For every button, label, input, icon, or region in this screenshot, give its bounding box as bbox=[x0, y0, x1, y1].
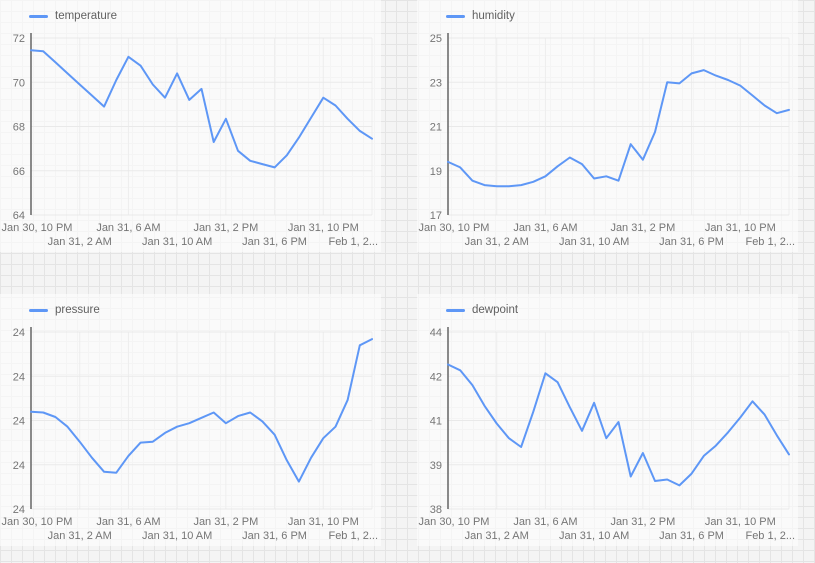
svg-text:Jan 31, 2 PM: Jan 31, 2 PM bbox=[610, 222, 675, 234]
svg-text:24: 24 bbox=[13, 504, 25, 516]
svg-text:Jan 31, 6 PM: Jan 31, 6 PM bbox=[659, 530, 724, 542]
svg-text:42: 42 bbox=[430, 371, 442, 383]
svg-text:Jan 31, 6 AM: Jan 31, 6 AM bbox=[96, 222, 160, 234]
temperature-legend-label: temperature bbox=[55, 10, 118, 22]
svg-text:64: 64 bbox=[13, 210, 25, 222]
temperature-legend-swatch-icon bbox=[29, 14, 48, 18]
dewpoint-legend-swatch-icon bbox=[446, 308, 465, 312]
svg-text:Jan 31, 10 AM: Jan 31, 10 AM bbox=[142, 530, 212, 542]
svg-text:24: 24 bbox=[13, 371, 25, 383]
svg-text:Jan 31, 10 PM: Jan 31, 10 PM bbox=[705, 516, 776, 528]
humidity-legend[interactable]: humidity bbox=[446, 10, 515, 22]
svg-text:38: 38 bbox=[430, 504, 442, 516]
svg-text:24: 24 bbox=[13, 327, 25, 339]
svg-text:Feb 1, 2...: Feb 1, 2... bbox=[328, 236, 378, 248]
humidity-legend-swatch-icon bbox=[446, 14, 465, 18]
humidity-chart-panel: 25 23 21 19 17 Jan 30, 10 PM Jan 31, 2 AM Jan 3… bbox=[417, 0, 798, 252]
svg-text:Jan 31, 2 AM: Jan 31, 2 AM bbox=[465, 236, 529, 248]
svg-text:Jan 31, 2 AM: Jan 31, 2 AM bbox=[465, 530, 529, 542]
svg-text:39: 39 bbox=[430, 460, 442, 472]
temperature-chart-panel: 72 70 68 66 64 Jan 30, 10 PM Jan 31, 2 AM Jan 3… bbox=[0, 0, 381, 252]
svg-text:66: 66 bbox=[13, 166, 25, 178]
svg-text:Jan 31, 10 PM: Jan 31, 10 PM bbox=[288, 222, 359, 234]
svg-text:Feb 1, 2...: Feb 1, 2... bbox=[745, 236, 795, 248]
svg-text:Jan 31, 6 AM: Jan 31, 6 AM bbox=[513, 222, 577, 234]
temperature-legend[interactable]: temperature bbox=[29, 10, 117, 22]
svg-text:Jan 30, 10 PM: Jan 30, 10 PM bbox=[2, 516, 73, 528]
svg-text:23: 23 bbox=[430, 77, 442, 89]
svg-text:44: 44 bbox=[430, 327, 442, 339]
svg-text:24: 24 bbox=[13, 416, 25, 428]
svg-text:19: 19 bbox=[430, 166, 442, 178]
svg-text:Jan 31, 2 PM: Jan 31, 2 PM bbox=[193, 222, 258, 234]
svg-text:Jan 31, 10 AM: Jan 31, 10 AM bbox=[142, 236, 212, 248]
dewpoint-chart-panel: 44 42 41 39 38 Jan 30, 10 PM Jan 31, 2 AM Jan 3… bbox=[417, 294, 798, 546]
svg-text:Feb 1, 2...: Feb 1, 2... bbox=[328, 530, 378, 542]
svg-text:72: 72 bbox=[13, 33, 25, 45]
svg-text:Jan 30, 10 PM: Jan 30, 10 PM bbox=[2, 222, 73, 234]
dewpoint-legend-label: dewpoint bbox=[472, 304, 519, 316]
svg-text:Jan 31, 2 AM: Jan 31, 2 AM bbox=[48, 530, 112, 542]
svg-text:Jan 31, 2 PM: Jan 31, 2 PM bbox=[610, 516, 675, 528]
svg-text:25: 25 bbox=[430, 33, 442, 45]
svg-text:Jan 31, 10 PM: Jan 31, 10 PM bbox=[288, 516, 359, 528]
humidity-legend-label: humidity bbox=[472, 10, 515, 22]
svg-text:Jan 31, 6 AM: Jan 31, 6 AM bbox=[96, 516, 160, 528]
svg-text:Jan 31, 2 PM: Jan 31, 2 PM bbox=[193, 516, 258, 528]
svg-text:Jan 30, 10 PM: Jan 30, 10 PM bbox=[419, 516, 490, 528]
pressure-chart-panel: 24 24 24 24 24 Jan 30, 10 PM Jan 31, 2 AM Jan 3… bbox=[0, 294, 381, 546]
pressure-legend-label: pressure bbox=[55, 304, 100, 316]
svg-text:17: 17 bbox=[430, 210, 442, 222]
svg-text:Jan 31, 2 AM: Jan 31, 2 AM bbox=[48, 236, 112, 248]
svg-text:Jan 31, 6 PM: Jan 31, 6 PM bbox=[242, 236, 307, 248]
svg-text:Jan 31, 6 PM: Jan 31, 6 PM bbox=[242, 530, 307, 542]
svg-text:21: 21 bbox=[430, 122, 442, 134]
svg-text:Jan 31, 10 AM: Jan 31, 10 AM bbox=[559, 530, 629, 542]
svg-text:70: 70 bbox=[13, 77, 25, 89]
dewpoint-legend[interactable]: dewpoint bbox=[446, 304, 518, 316]
svg-text:Jan 31, 6 AM: Jan 31, 6 AM bbox=[513, 516, 577, 528]
pressure-legend[interactable]: pressure bbox=[29, 304, 100, 316]
svg-text:24: 24 bbox=[13, 460, 25, 472]
svg-text:Feb 1, 2...: Feb 1, 2... bbox=[745, 530, 795, 542]
svg-text:41: 41 bbox=[430, 416, 442, 428]
pressure-legend-swatch-icon bbox=[29, 308, 48, 312]
svg-text:68: 68 bbox=[13, 122, 25, 134]
svg-text:Jan 31, 10 AM: Jan 31, 10 AM bbox=[559, 236, 629, 248]
svg-text:Jan 31, 10 PM: Jan 31, 10 PM bbox=[705, 222, 776, 234]
svg-text:Jan 30, 10 PM: Jan 30, 10 PM bbox=[419, 222, 490, 234]
svg-text:Jan 31, 6 PM: Jan 31, 6 PM bbox=[659, 236, 724, 248]
